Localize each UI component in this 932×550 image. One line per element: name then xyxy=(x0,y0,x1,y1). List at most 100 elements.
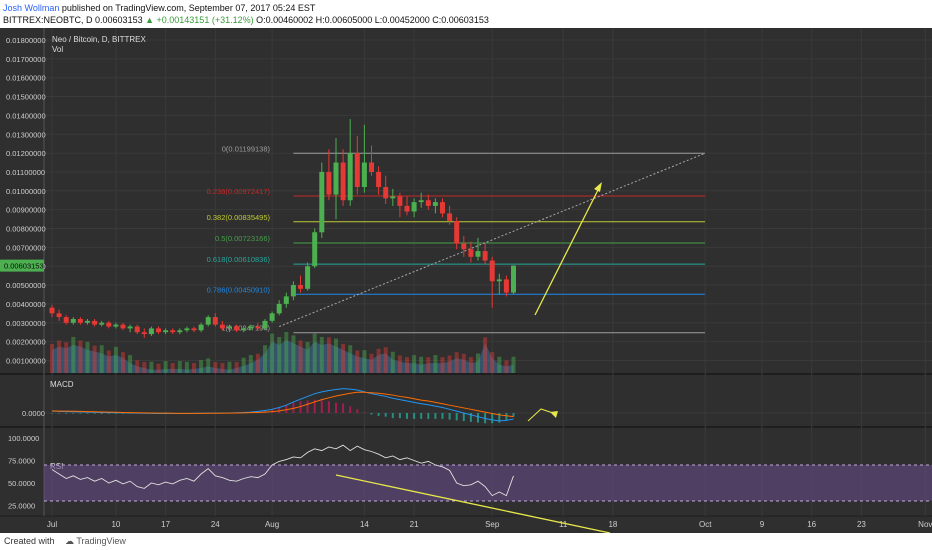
volume-bar xyxy=(99,345,104,373)
x-tick-label: 17 xyxy=(161,520,170,529)
author-link[interactable]: Josh Wollman xyxy=(3,3,60,13)
fib-level-label: 0.618(0.00610836) xyxy=(207,255,271,264)
volume-bar xyxy=(390,351,395,373)
price-tick-label: 0.00500000 xyxy=(6,281,46,290)
fib-trend-line xyxy=(279,152,706,327)
candle-body xyxy=(468,249,474,257)
volume-bar xyxy=(305,341,310,373)
rsi-tick-label: 50.0000 xyxy=(8,479,35,488)
candle-body xyxy=(447,213,453,221)
macd-histogram-bar xyxy=(384,413,387,417)
ohlc-values: O:0.00460002 H:0.00605000 L:0.00452000 C… xyxy=(256,15,489,25)
macd-histogram-bar xyxy=(107,413,110,414)
price-tick-label: 0.01700000 xyxy=(6,55,46,64)
publish-info: published on TradingView.com, September … xyxy=(61,3,316,13)
volume-bar xyxy=(383,347,388,373)
volume-bar xyxy=(192,363,196,373)
candle-body xyxy=(127,326,133,329)
price-tick-label: 0.00800000 xyxy=(6,225,46,234)
price-tick-label: 0.01600000 xyxy=(6,74,46,83)
macd-histogram-bar xyxy=(455,413,458,421)
candle-body xyxy=(475,251,481,257)
volume-bar xyxy=(440,357,445,373)
volume-bar xyxy=(511,356,516,373)
candle-body xyxy=(70,318,76,323)
candle-body xyxy=(99,322,105,325)
macd-histogram-bar xyxy=(51,413,53,414)
x-tick-label: 11 xyxy=(559,520,568,529)
price-tick-label: 0.00900000 xyxy=(6,206,46,215)
macd-histogram-bar xyxy=(335,402,337,413)
volume-label: Vol xyxy=(52,45,63,54)
price-tick-label: 0.01300000 xyxy=(6,130,46,139)
volume-bar xyxy=(426,357,431,373)
macd-series-line xyxy=(51,388,514,422)
price-tick-label: 0.01800000 xyxy=(6,36,46,45)
candle-body xyxy=(390,196,396,199)
candle-body xyxy=(425,200,431,206)
price-tick-label: 0.01200000 xyxy=(6,149,46,158)
rsi-tick-label: 75.0000 xyxy=(8,457,35,466)
candle-body xyxy=(440,202,445,214)
candle-body xyxy=(148,328,154,335)
volume-bar xyxy=(412,355,417,373)
macd-histogram-bar xyxy=(441,413,444,419)
last-price-label: 0.00603153 xyxy=(4,262,44,271)
macd-histogram-bar xyxy=(278,407,281,413)
price-label: 0.00603153 xyxy=(95,15,143,25)
candle-body xyxy=(347,153,353,201)
x-tick-label: Jul xyxy=(47,520,57,529)
volume-bar xyxy=(241,357,246,373)
macd-pane-title: MACD xyxy=(50,380,74,389)
macd-histogram-bar xyxy=(427,413,430,419)
chart-svg[interactable]: 0.01800000 0.01700000 0.01600000 0.01500000… xyxy=(0,28,932,534)
rsi-trend-line xyxy=(335,474,611,534)
chart-area[interactable]: 0.01800000 0.01700000 0.01600000 0.01500000… xyxy=(0,28,932,534)
volume-bar xyxy=(156,363,161,373)
volume-bar xyxy=(184,361,189,373)
candle-body xyxy=(319,171,325,233)
candle-body xyxy=(276,303,282,314)
candle-body xyxy=(77,318,83,323)
volume-bar xyxy=(92,345,97,373)
macd-histogram-bar xyxy=(498,413,501,423)
macd-histogram-bar xyxy=(448,413,451,420)
candle-body xyxy=(219,324,225,329)
volume-bar xyxy=(334,338,338,373)
fib-level-label: 0.236(0.00972417) xyxy=(207,187,271,196)
volume-bar xyxy=(326,337,331,373)
x-tick-label: Oct xyxy=(699,520,712,529)
candle-body xyxy=(49,307,55,314)
arrow-head xyxy=(550,411,558,418)
candle-body xyxy=(298,285,303,289)
candle-body xyxy=(404,205,410,212)
x-tick-label: 10 xyxy=(111,520,120,529)
candle-body xyxy=(383,187,389,199)
x-tick-label: 9 xyxy=(760,520,765,529)
candle-body xyxy=(511,265,516,293)
x-tick-label: 23 xyxy=(857,520,866,529)
volume-bar xyxy=(497,356,502,373)
macd-tick-label: 0.0000 xyxy=(22,409,45,418)
volume-bar xyxy=(355,350,360,373)
candle-body xyxy=(184,328,190,331)
ohlc-line: BITTREX:NEOBTC, D 0.00603153 ▲ +0.001431… xyxy=(3,15,489,25)
fib-level-label: 0.5(0.00723166) xyxy=(215,234,271,243)
candle-body xyxy=(134,326,140,333)
volume-bar xyxy=(277,336,282,373)
macd-histogram-bar xyxy=(505,413,508,421)
candle-body xyxy=(205,317,211,325)
volume-bar xyxy=(476,353,480,373)
volume-bar xyxy=(263,345,267,373)
volume-bar xyxy=(341,343,346,373)
projection-arrow xyxy=(534,185,601,316)
tradingview-brand[interactable]: ☁ TradingView xyxy=(65,536,126,546)
macd-histogram-bar xyxy=(93,413,96,414)
rsi-band xyxy=(44,465,932,501)
volume-bar xyxy=(128,355,133,373)
candle-body xyxy=(361,162,367,188)
volume-bar xyxy=(490,352,495,373)
candle-body xyxy=(241,328,247,331)
candle-body xyxy=(354,153,360,188)
volume-bar xyxy=(433,355,438,373)
